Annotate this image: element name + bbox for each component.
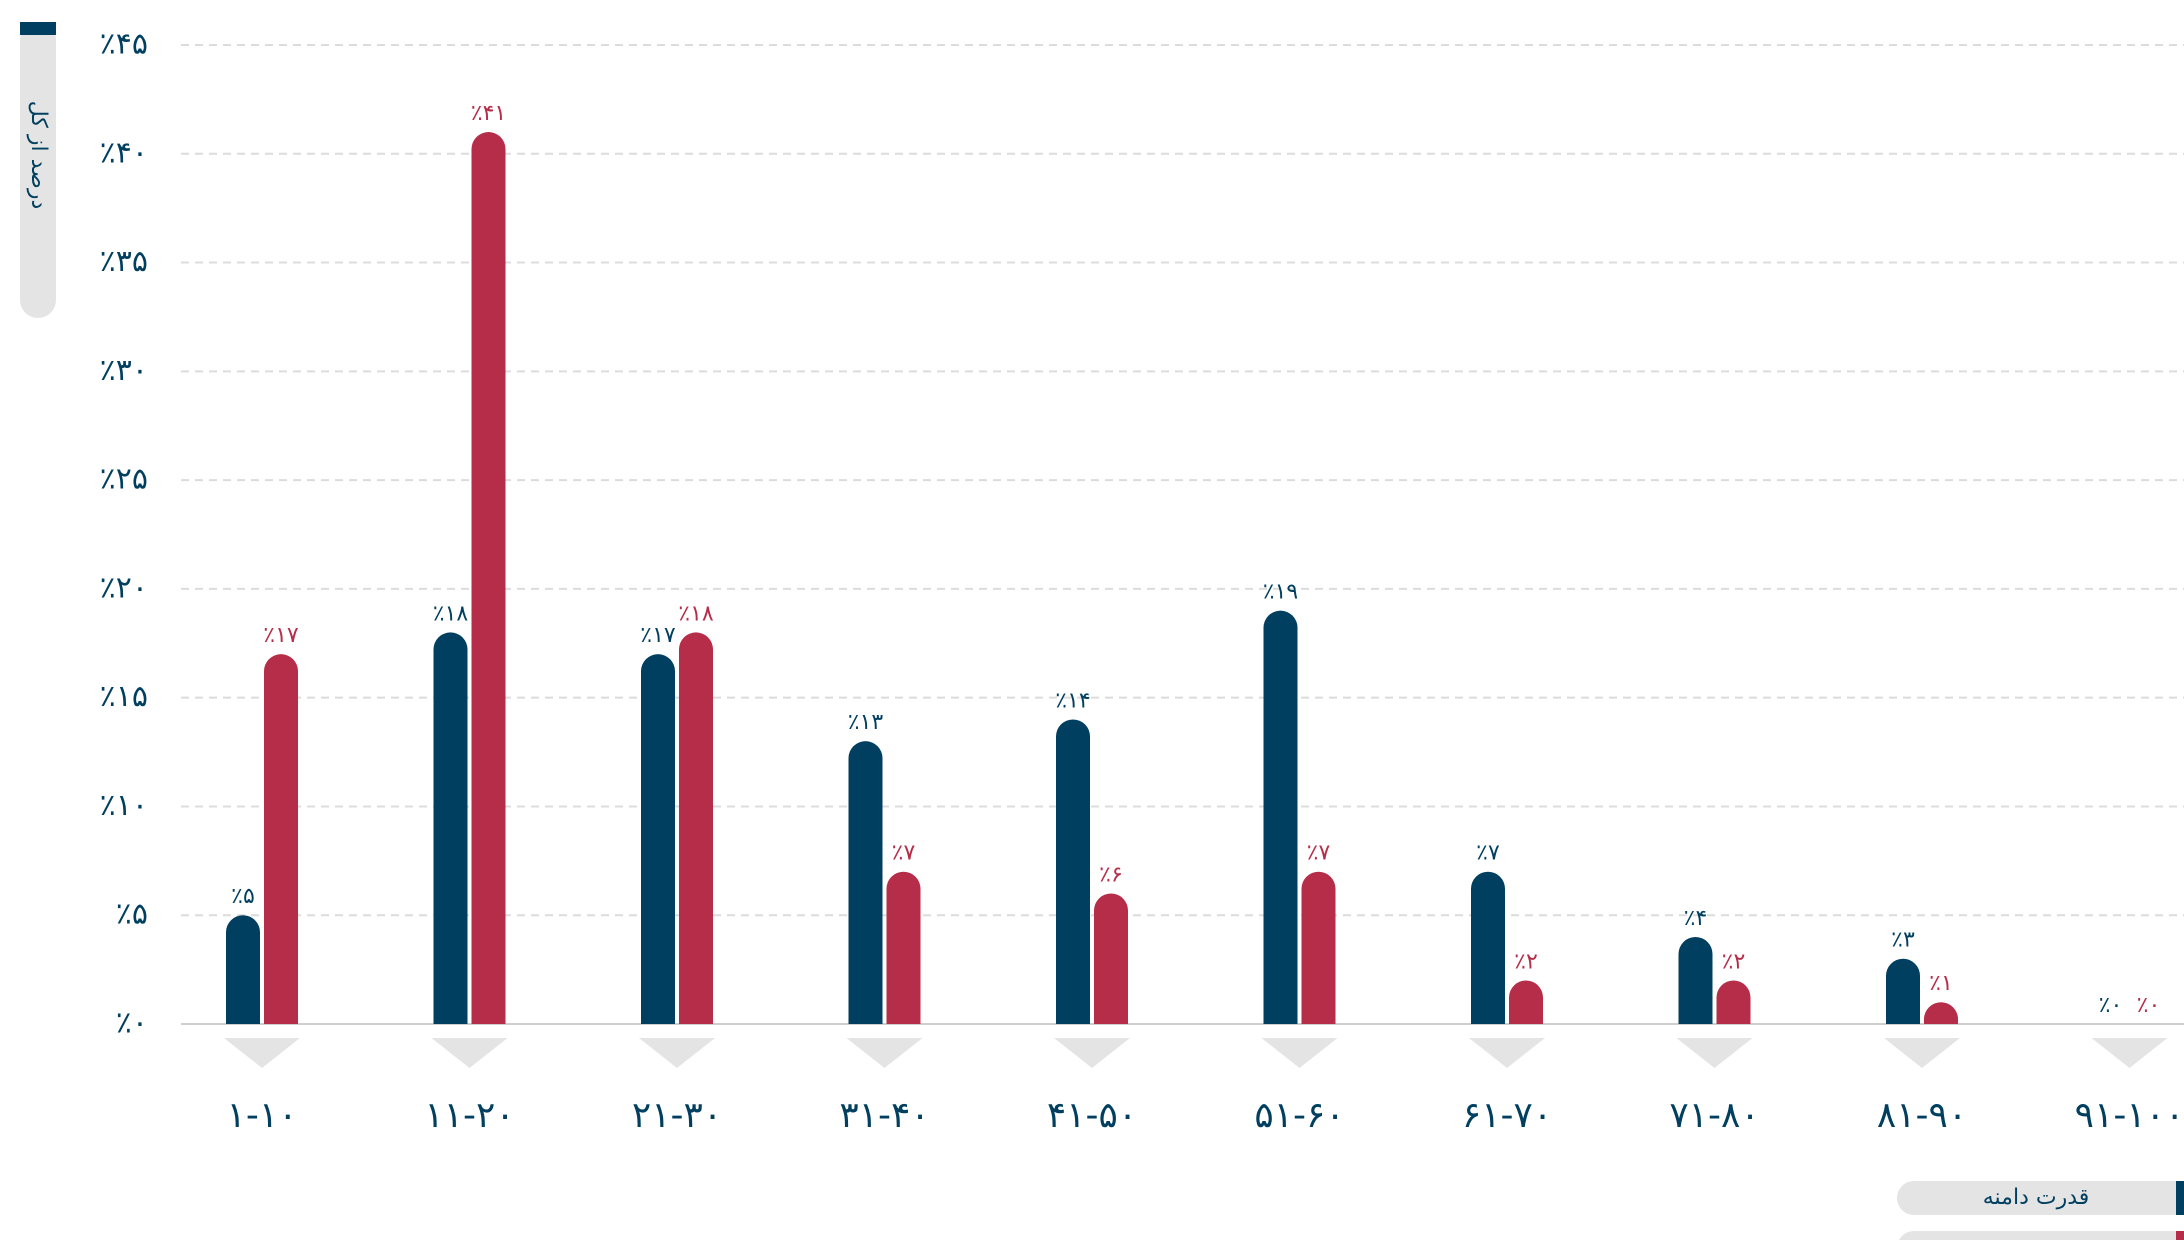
- y-tick-label: ٪۳۵: [100, 244, 148, 279]
- value-label: ٪۷: [1307, 841, 1331, 866]
- category-pointer: [1054, 1038, 1130, 1068]
- value-label: ٪۷: [1476, 841, 1500, 866]
- bar: [1056, 719, 1090, 1024]
- y-axis-label: درصد از کل: [26, 101, 51, 210]
- category-pointer: [846, 1038, 923, 1068]
- bar: [471, 132, 506, 1024]
- bar: [1094, 893, 1128, 1024]
- value-label: ٪۰: [2137, 993, 2161, 1018]
- value-label: ٪۴: [1684, 906, 1708, 931]
- x-tick-label: ۲۱-۳۰: [632, 1095, 722, 1136]
- x-tick-label: ۸۱-۹۰: [1877, 1095, 1967, 1136]
- value-label: ٪۱۸: [433, 601, 469, 626]
- bar: [1924, 1002, 1958, 1024]
- bar: [433, 632, 468, 1024]
- y-tick-label: ٪۳۰: [100, 353, 148, 388]
- category-pointer: [1261, 1038, 1338, 1068]
- value-label: ٪۳: [1891, 928, 1915, 953]
- x-tick-label: ۳۱-۴۰: [839, 1095, 929, 1136]
- bar: [886, 871, 921, 1024]
- category-pointer: [431, 1038, 508, 1068]
- value-label: ٪۱۷: [640, 623, 676, 648]
- value-label: ٪۲: [1514, 949, 1538, 974]
- bar: [1509, 980, 1543, 1024]
- bar: [1886, 958, 1920, 1024]
- y-tick-label: ٪۱۰: [100, 788, 148, 823]
- bar: [848, 741, 883, 1024]
- x-tick-label: ۶۱-۷۰: [1462, 1095, 1552, 1136]
- y-tick-label: ٪۵: [116, 897, 148, 932]
- category-pointer: [1676, 1038, 1753, 1068]
- bar: [264, 654, 298, 1024]
- category-pointer: [2091, 1038, 2168, 1068]
- value-label: ٪۰: [2099, 993, 2123, 1018]
- y-label-marker: [20, 22, 56, 35]
- y-tick-label: ٪۲۰: [100, 570, 148, 605]
- bar: [1263, 610, 1298, 1024]
- value-label: ٪۱: [1929, 971, 1953, 996]
- bar: [1301, 871, 1336, 1024]
- value-label: ٪۵: [231, 884, 255, 909]
- legend-marker: [2176, 1181, 2184, 1215]
- category-pointer: [1469, 1038, 1545, 1068]
- x-tick-label: ۵۱-۶۰: [1254, 1095, 1344, 1136]
- value-label: ٪۴۱: [471, 101, 506, 126]
- y-tick-label: ٪۰: [116, 1006, 148, 1041]
- bar: [1471, 871, 1505, 1024]
- value-label: ٪۱۴: [1055, 688, 1090, 713]
- value-label: ٪۶: [1099, 862, 1123, 887]
- y-label-pill: [20, 22, 56, 318]
- x-tick-label: ۹۱-۱۰۰: [2075, 1095, 2184, 1136]
- bar: [641, 654, 675, 1024]
- legend-label: قدرت دامنه: [1983, 1185, 2090, 1210]
- category-pointer: [1884, 1038, 1960, 1068]
- y-tick-label: ٪۴۰: [100, 135, 148, 170]
- bar: [1678, 936, 1713, 1024]
- category-pointer: [224, 1038, 300, 1068]
- legend-pill: [1899, 1231, 2184, 1240]
- x-tick-label: ۱-۱۰: [227, 1095, 298, 1136]
- y-tick-label: ٪۲۵: [100, 462, 148, 497]
- value-label: ٪۱۸: [678, 601, 714, 626]
- bar: [1716, 980, 1751, 1024]
- bar: [679, 632, 713, 1024]
- category-pointer: [639, 1038, 715, 1068]
- value-label: ٪۱۳: [848, 710, 884, 735]
- value-label: ٪۱۷: [263, 623, 299, 648]
- value-label: ٪۱۹: [1263, 580, 1298, 605]
- bar: [226, 915, 260, 1024]
- legend-marker: [2176, 1231, 2184, 1240]
- y-tick-label: ٪۱۵: [100, 679, 148, 714]
- value-label: ٪۲: [1722, 949, 1746, 974]
- x-tick-label: ۷۱-۸۰: [1669, 1095, 1759, 1136]
- value-label: ٪۷: [892, 841, 916, 866]
- x-tick-label: ۱۱-۲۰: [424, 1095, 514, 1136]
- y-tick-label: ٪۴۵: [100, 27, 148, 62]
- x-tick-label: ۴۱-۵۰: [1047, 1095, 1137, 1136]
- legend-pill: [1897, 1181, 2184, 1215]
